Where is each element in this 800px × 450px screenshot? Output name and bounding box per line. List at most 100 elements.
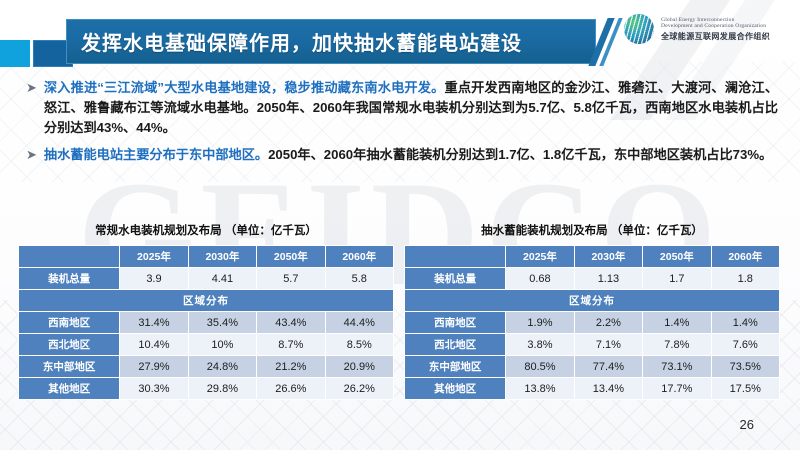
table-cell: 13.4% <box>573 377 644 400</box>
table-row: 西北地区 3.8% 7.1% 7.8% 7.6% <box>403 333 781 356</box>
arrow-bullet-icon: ➤ <box>26 147 37 162</box>
table-cell: 17.5% <box>710 377 781 400</box>
bullet-text: 深入推进“三江流域”大型水电基地建设，稳步推动藏东南水电开发。重点开发西南地区的… <box>44 78 778 138</box>
section-label: 区域分布 <box>404 289 780 312</box>
table-cell: 5.8 <box>324 267 395 290</box>
table-cell: 1.4% <box>642 311 712 334</box>
bullet-body-text: 2050年、2060年抽水蓄能装机分别达到1.7亿、1.8亿千瓦，东中部地区装机… <box>268 147 773 162</box>
row-label-total: 装机总量 <box>17 267 121 290</box>
row-label-region: 东中部地区 <box>403 355 507 378</box>
bullet-item: ➤ 深入推进“三江流域”大型水电基地建设，稳步推动藏东南水电开发。重点开发西南地… <box>26 78 778 138</box>
table-row: 西南地区 31.4% 35.4% 43.4% 44.4% <box>17 311 395 334</box>
column-header-year: 2030年 <box>187 245 258 268</box>
table-row: 其他地区 13.8% 13.4% 17.7% 17.5% <box>403 377 781 400</box>
table-cell: 1.9% <box>505 311 575 334</box>
logo-chinese-name: 全球能源互联网发展合作组织 <box>661 31 771 41</box>
table-cell: 35.4% <box>187 311 258 334</box>
row-label-region: 其他地区 <box>17 377 121 400</box>
table-cell: 77.4% <box>573 355 644 378</box>
row-label-region: 西北地区 <box>403 333 507 356</box>
row-label-region: 东中部地区 <box>17 355 121 378</box>
table-cell: 27.9% <box>119 355 189 378</box>
column-header-year: 2060年 <box>324 245 395 268</box>
table-cell: 1.4% <box>710 311 781 334</box>
table-cell: 73.5% <box>710 355 781 378</box>
table-cell: 44.4% <box>324 311 395 334</box>
row-label-region: 其他地区 <box>403 377 507 400</box>
table-cell: 1.13 <box>573 267 644 290</box>
header-accent-square-cyan <box>0 40 30 67</box>
table-corner-cell <box>403 245 507 268</box>
table-cell: 2.2% <box>573 311 644 334</box>
table-cell: 1.7 <box>642 267 712 290</box>
row-label-region: 西南地区 <box>17 311 121 334</box>
row-label-region: 西北地区 <box>17 333 121 356</box>
table-cell: 29.8% <box>187 377 258 400</box>
table-cell: 7.6% <box>710 333 781 356</box>
header-title-bar: 发挥水电基础保障作用，加快抽水蓄能电站建设 <box>66 19 596 64</box>
table-row: 其他地区 30.3% 29.8% 26.6% 26.2% <box>17 377 395 400</box>
table-title: 常规水电装机规划及布局 （单位：亿千瓦） <box>95 225 317 237</box>
table-row: 西南地区 1.9% 2.2% 1.4% 1.4% <box>403 311 781 334</box>
table-row: 东中部地区 80.5% 77.4% 73.1% 73.5% <box>403 355 781 378</box>
table-title: 抽水蓄能装机规划及布局 （单位：亿千瓦） <box>481 225 703 237</box>
table-section-row: 区域分布 <box>18 289 394 312</box>
bullet-highlight-text: 抽水蓄能电站主要分布于东中部地区。 <box>43 147 269 162</box>
table-cell: 26.6% <box>256 377 326 400</box>
row-label-total: 装机总量 <box>403 267 507 290</box>
table-cell: 21.2% <box>256 355 326 378</box>
slide-header: 发挥水电基础保障作用，加快抽水蓄能电站建设 <box>0 12 800 67</box>
table-cell: 43.4% <box>256 311 326 334</box>
logo-english-line1: Global Energy Interconnection <box>661 16 735 23</box>
table-section-row: 区域分布 <box>404 289 780 312</box>
table-header-row: 2025年 2030年 2050年 2060年 <box>403 245 781 268</box>
table-cell: 0.68 <box>505 267 575 290</box>
table-cell: 24.8% <box>187 355 258 378</box>
table-cell: 1.8 <box>710 267 781 290</box>
table-cell: 20.9% <box>324 355 395 378</box>
table-cell: 4.41 <box>187 267 258 290</box>
table-row: 装机总量 3.9 4.41 5.7 5.8 <box>17 267 395 290</box>
globe-icon <box>624 14 654 44</box>
arrow-bullet-icon: ➤ <box>26 80 37 95</box>
table-cell: 31.4% <box>119 311 189 334</box>
table-cell: 80.5% <box>505 355 575 378</box>
table-cell: 3.9 <box>119 267 189 290</box>
column-header-year: 2030年 <box>573 245 644 268</box>
column-header-year: 2050年 <box>642 245 712 268</box>
table-row: 西北地区 10.4% 10% 8.7% 8.5% <box>17 333 395 356</box>
row-label-region: 西南地区 <box>403 311 507 334</box>
column-header-year: 2025年 <box>505 245 575 268</box>
table-row: 东中部地区 27.9% 24.8% 21.2% 20.9% <box>17 355 395 378</box>
column-header-year: 2050年 <box>256 245 326 268</box>
table-cell: 73.1% <box>642 355 712 378</box>
bullet-text: 抽水蓄能电站主要分布于东中部地区。2050年、2060年抽水蓄能装机分别达到1.… <box>44 145 772 165</box>
pumped-storage-table: 2025年 2030年 2050年 2060年 装机总量 0.68 1.13 1… <box>403 245 781 400</box>
bullet-highlight-text: 深入推进“三江流域”大型水电基地建设，稳步推动藏东南水电开发。 <box>43 80 445 95</box>
table-cell: 13.8% <box>505 377 575 400</box>
column-header-year: 2025年 <box>119 245 189 268</box>
table-cell: 30.3% <box>119 377 189 400</box>
table-block-conventional-hydro: 常规水电装机规划及布局 （单位：亿千瓦） 2025年 2030年 2050年 2… <box>17 222 395 400</box>
bullet-item: ➤ 抽水蓄能电站主要分布于东中部地区。2050年、2060年抽水蓄能装机分别达到… <box>26 145 778 165</box>
table-cell: 8.7% <box>256 333 326 356</box>
table-cell: 8.5% <box>324 333 395 356</box>
table-header-row: 2025年 2030年 2050年 2060年 <box>17 245 395 268</box>
page-number: 26 <box>739 417 754 432</box>
table-cell: 3.8% <box>505 333 575 356</box>
organization-logo: Global Energy Interconnection Developmen… <box>624 14 770 44</box>
table-row: 装机总量 0.68 1.13 1.7 1.8 <box>403 267 781 290</box>
page-title: 发挥水电基础保障作用，加快抽水蓄能电站建设 <box>81 33 522 55</box>
section-label: 区域分布 <box>18 289 394 312</box>
bullet-body-text: 重点开发西南地区的金沙江、雅砻江、大渡河、澜沧江、怒江、雅鲁藏布江等流域水电基地… <box>43 80 779 135</box>
column-header-year: 2060年 <box>710 245 781 268</box>
logo-english-line2: Development and Cooperation Organization <box>661 23 767 30</box>
table-cell: 26.2% <box>324 377 395 400</box>
table-block-pumped-storage: 抽水蓄能装机规划及布局 （单位：亿千瓦） 2025年 2030年 2050年 2… <box>403 222 781 400</box>
tables-container: 常规水电装机规划及布局 （单位：亿千瓦） 2025年 2030年 2050年 2… <box>0 222 800 400</box>
table-cell: 5.7 <box>256 267 326 290</box>
table-corner-cell <box>17 245 121 268</box>
conventional-hydro-table: 2025年 2030年 2050年 2060年 装机总量 3.9 4.41 5.… <box>17 245 395 400</box>
table-cell: 7.1% <box>573 333 644 356</box>
